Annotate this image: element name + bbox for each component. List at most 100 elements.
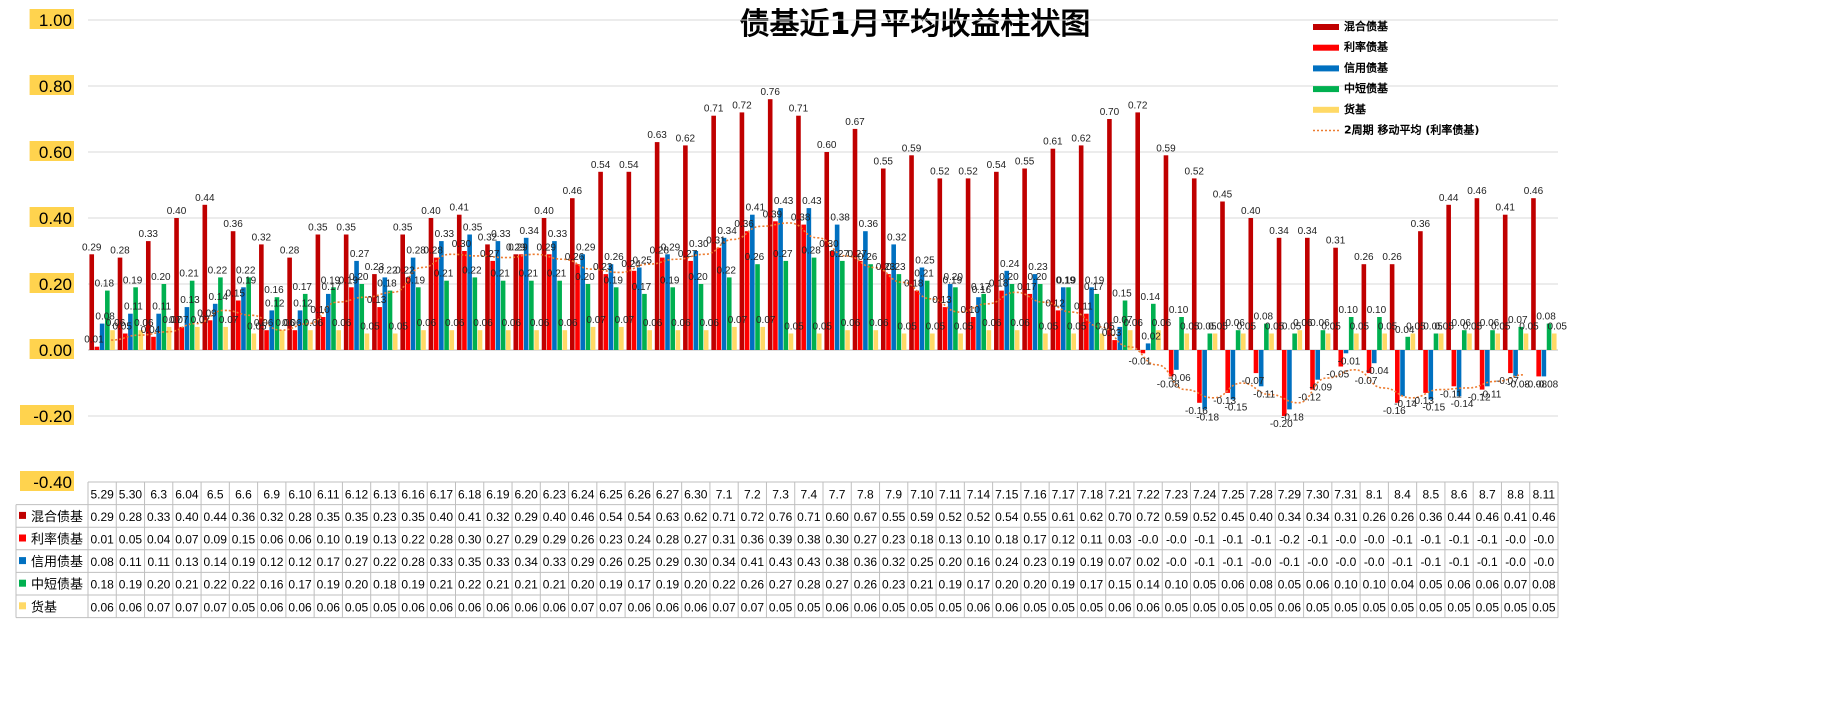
table-cell: 0.27 — [486, 533, 510, 547]
data-label: 0.21 — [179, 269, 199, 280]
data-label: 0.05 — [1180, 322, 1200, 333]
table-cell: 0.06 — [514, 600, 538, 614]
data-label: 0.27 — [678, 249, 698, 260]
x-tick-label: 6.24 — [571, 487, 595, 501]
data-label: 0.46 — [1467, 186, 1487, 197]
data-label: 0.28 — [280, 246, 300, 257]
bar — [235, 300, 241, 350]
table-cell: 0.05 — [1363, 600, 1387, 614]
data-label: -0.07 — [1496, 376, 1519, 387]
bar — [816, 333, 822, 350]
data-label: 0.07 — [728, 315, 748, 326]
bar — [1078, 145, 1084, 350]
table-cell: 0.17 — [288, 578, 312, 592]
trendline-path — [111, 222, 1525, 404]
table-cell: 0.67 — [854, 510, 878, 524]
table-cell: 0.29 — [571, 555, 595, 569]
data-label: 0.05 — [926, 322, 946, 333]
table-cell: 0.14 — [1136, 578, 1160, 592]
data-label: 0.23 — [593, 262, 613, 273]
table-cell: 0.18 — [995, 533, 1019, 547]
data-label: 0.07 — [169, 315, 189, 326]
x-tick-label: 6.5 — [207, 487, 224, 501]
bar — [315, 234, 321, 350]
data-label: 0.05 — [1282, 322, 1302, 333]
data-label: 0.05 — [247, 322, 267, 333]
table-cell: 0.30 — [684, 555, 708, 569]
table-cell: 0.20 — [345, 578, 369, 592]
x-tick-label: 6.9 — [263, 487, 280, 501]
table-cell: 0.05 — [797, 600, 821, 614]
bar — [1281, 350, 1287, 416]
table-cell: 0.22 — [373, 555, 397, 569]
bar — [1502, 214, 1508, 350]
data-label: 0.36 — [223, 219, 243, 230]
bar — [1325, 333, 1331, 350]
table-cell: 0.05 — [1023, 600, 1047, 614]
data-label: 0.06 — [982, 318, 1002, 329]
y-tick-highlight — [29, 273, 75, 293]
bar — [184, 307, 190, 350]
bar — [1377, 317, 1382, 350]
bar — [1230, 350, 1236, 400]
y-tick-label: 1.00 — [39, 11, 72, 30]
legend-label: 信用债基 — [1344, 60, 1389, 74]
data-label: 0.30 — [452, 239, 472, 250]
data-label: 0.06 — [134, 318, 154, 329]
data-label: 0.06 — [1010, 318, 1030, 329]
data-label: 0.24 — [1000, 259, 1020, 270]
table-cell: 0.44 — [204, 510, 228, 524]
table-cell: 0.36 — [232, 510, 256, 524]
y-tick-label: -0.20 — [33, 407, 72, 426]
data-label: 0.06 — [1225, 318, 1245, 329]
table-cell: -0.0 — [1364, 555, 1385, 569]
bar — [1343, 350, 1349, 354]
data-label: 0.06 — [1452, 318, 1472, 329]
data-label: 0.09 — [197, 308, 217, 319]
data-label: 0.05 — [1434, 322, 1454, 333]
table-cell: 0.06 — [995, 600, 1019, 614]
data-label: 0.41 — [746, 203, 766, 214]
bar — [251, 333, 257, 350]
data-label: 0.22 — [462, 265, 482, 276]
bar — [1032, 274, 1038, 350]
table-cell: 0.63 — [656, 510, 680, 524]
data-label: 0.31 — [1326, 236, 1346, 247]
table-cell: 0.28 — [797, 578, 821, 592]
bar — [189, 280, 195, 350]
table-cell: 0.11 — [1080, 533, 1103, 547]
legend-swatch — [1313, 65, 1339, 72]
table-cell: 0.04 — [147, 533, 171, 547]
data-label: -0.18 — [1196, 412, 1219, 423]
data-label: 0.24 — [621, 259, 641, 270]
bar — [433, 257, 439, 350]
bar — [896, 274, 902, 350]
table-cell: 0.15 — [1108, 578, 1132, 592]
table-cell: 0.33 — [486, 555, 510, 569]
data-label: 0.18 — [95, 279, 115, 290]
bar — [788, 333, 794, 350]
table-cell: 0.01 — [90, 533, 114, 547]
table-cell: 0.41 — [741, 555, 765, 569]
table-cell: 0.05 — [1052, 600, 1076, 614]
data-label: 0.21 — [547, 269, 567, 280]
bar — [958, 333, 963, 350]
bar — [1071, 333, 1076, 350]
bar — [94, 346, 100, 350]
data-label: 0.28 — [801, 246, 821, 257]
table-cell: 0.54 — [995, 510, 1019, 524]
data-label: 0.33 — [139, 229, 159, 240]
data-label: 0.20 — [999, 272, 1019, 283]
table-cell: 0.06 — [119, 600, 143, 614]
bar — [241, 287, 246, 350]
table-cell: 0.60 — [825, 510, 849, 524]
y-tick-label: 0.40 — [39, 209, 72, 228]
table-cell: 0.71 — [797, 510, 821, 524]
table-cell: 0.07 — [1504, 578, 1528, 592]
bar — [773, 221, 778, 350]
bar — [138, 330, 144, 350]
data-label: 0.36 — [1411, 219, 1431, 230]
table-cell: 0.05 — [232, 600, 256, 614]
bar — [1220, 201, 1225, 350]
